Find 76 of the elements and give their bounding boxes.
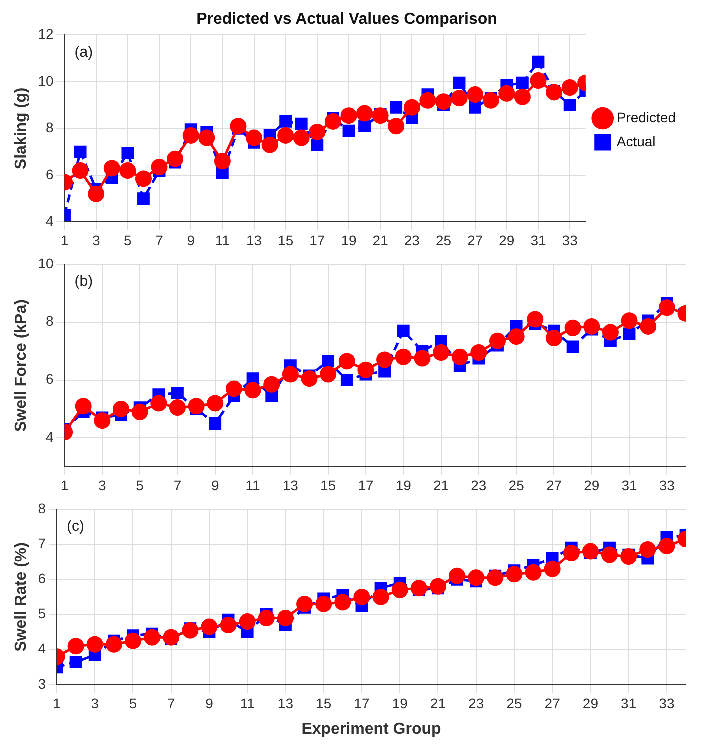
x-tick-label: 27: [468, 232, 484, 248]
x-tick-label: 5: [129, 695, 138, 712]
x-tick-label: 3: [92, 232, 100, 248]
y-tick-label: 8: [46, 120, 54, 136]
x-tick-label: 1: [60, 477, 69, 494]
x-tick-label: 19: [396, 477, 412, 494]
x-tick-label: 11: [215, 232, 230, 248]
x-tick-label: 3: [98, 477, 107, 494]
x-tick-label: 27: [546, 477, 562, 494]
x-tick-label: 11: [246, 477, 260, 494]
x-tick-label: 27: [544, 695, 561, 712]
x-tick-label: 33: [562, 232, 578, 248]
y-tick-label: 7: [38, 535, 46, 552]
legend-label: Predicted: [616, 109, 676, 126]
x-tick-label: 31: [622, 477, 638, 494]
annotation: (a): [74, 44, 94, 61]
x-tick-label: 9: [206, 695, 214, 712]
annotation: (c): [66, 518, 84, 536]
x-tick-label: 29: [499, 232, 515, 248]
x-tick-label: 31: [530, 232, 546, 248]
x-tick-label: 5: [136, 477, 144, 494]
y-tick-label: 4: [46, 213, 54, 230]
x-tick-label: 17: [358, 477, 374, 494]
x-tick-label: 7: [167, 695, 176, 712]
x-tick-label: 15: [278, 232, 294, 248]
x-tick-label: 25: [436, 232, 452, 248]
x-tick-label: 23: [471, 477, 487, 494]
x-tick-label: 13: [282, 477, 299, 494]
y-axis-title: Slaking (g): [13, 88, 30, 170]
x-tick-label: 9: [211, 477, 220, 494]
x-tick-label: 29: [582, 695, 599, 712]
y-tick-label: 6: [38, 570, 46, 586]
y-axis-title: Swell Rate (%): [13, 542, 30, 652]
x-tick-label: 9: [187, 232, 196, 248]
y-axis-title: Swell Force (kPa): [13, 300, 30, 432]
x-tick-label: 25: [506, 695, 522, 712]
x-tick-label: 23: [468, 695, 484, 712]
y-tick-label: 3: [38, 676, 46, 692]
annotation: (b): [74, 273, 94, 290]
y-tick-label: 10: [38, 255, 54, 272]
y-tick-label: 12: [38, 26, 54, 42]
x-tick-label: 3: [91, 695, 100, 712]
x-tick-label: 19: [341, 232, 357, 248]
x-tick-label: 33: [659, 695, 675, 712]
x-tick-label: 5: [124, 232, 132, 248]
x-tick-label: 29: [584, 477, 600, 494]
x-tick-label: 31: [621, 695, 637, 712]
x-tick-label: 1: [60, 232, 69, 248]
y-tick-label: 4: [46, 429, 54, 446]
x-tick-label: 11: [240, 695, 256, 712]
y-tick-label: 5: [38, 606, 46, 622]
x-tick-label: 23: [404, 232, 420, 248]
x-tick-label: 15: [316, 695, 332, 712]
y-tick-label: 4: [38, 640, 46, 657]
y-tick-label: 10: [38, 72, 54, 89]
x-tick-label: 17: [310, 232, 326, 248]
x-tick-label: 7: [174, 477, 182, 494]
x-tick-label: 17: [354, 695, 370, 712]
y-tick-label: 8: [46, 313, 54, 330]
x-tick-label: 25: [508, 477, 525, 494]
x-tick-label: 21: [372, 232, 389, 248]
y-tick-label: 6: [46, 371, 54, 388]
legend-label: Actual: [616, 133, 656, 150]
x-tick-label: 33: [659, 477, 676, 494]
y-tick-label: 6: [46, 166, 54, 182]
x-tick-label: 19: [392, 695, 408, 712]
x-tick-label: 13: [278, 695, 294, 712]
x-axis-title: Experiment Group: [302, 720, 442, 738]
y-tick-label: 8: [38, 500, 46, 516]
x-tick-label: 1: [53, 695, 62, 712]
x-tick-label: 7: [156, 232, 164, 248]
x-tick-label: 15: [320, 477, 336, 494]
chart-title: Predicted vs Actual Values Comparison: [196, 11, 498, 28]
x-tick-label: 21: [433, 477, 450, 494]
x-tick-label: 21: [430, 695, 446, 712]
x-tick-label: 13: [246, 232, 262, 248]
